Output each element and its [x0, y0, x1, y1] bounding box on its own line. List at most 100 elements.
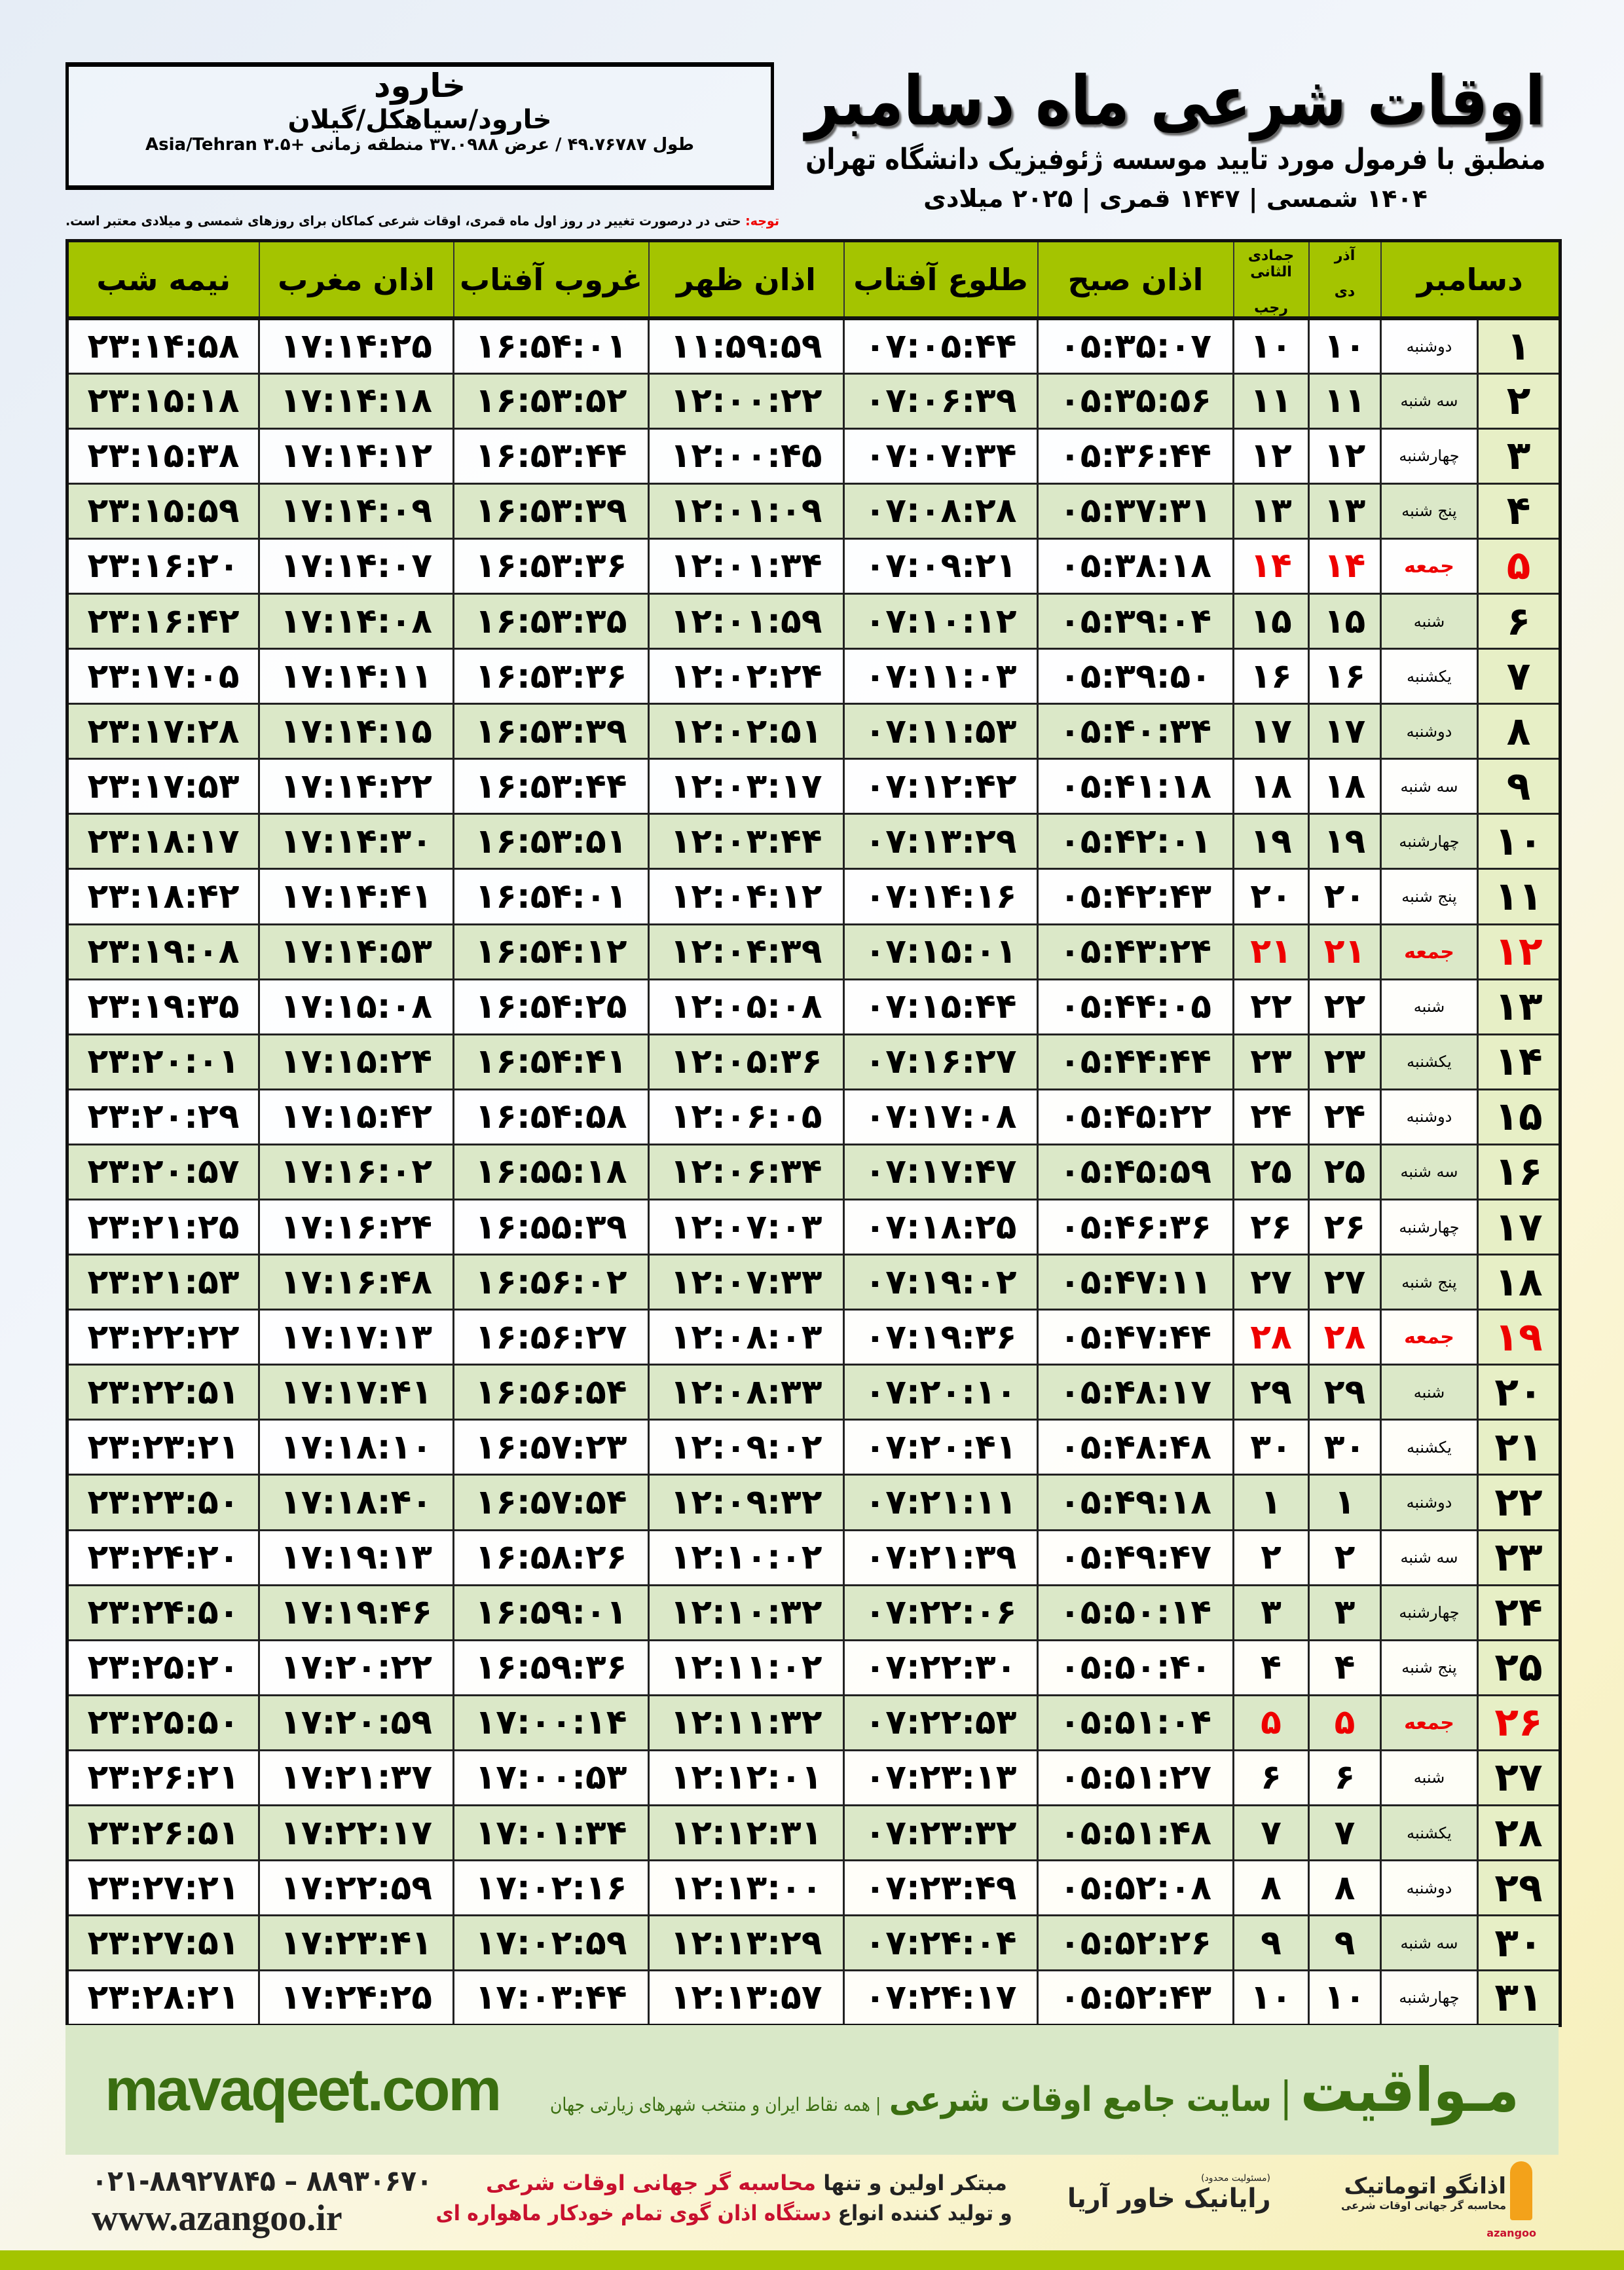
location-region: خارود/سیاهکل/گیلان	[287, 105, 552, 135]
sunrise-time: ۰۷:۲۴:۱۷	[843, 1969, 1039, 2027]
midnight-time: ۲۳:۱۵:۵۹	[66, 482, 260, 540]
col-qamari-bottom: رجب	[1254, 300, 1288, 316]
fajr-time: ۰۵:۴۸:۱۷	[1037, 1364, 1234, 1421]
phone-numbers: ۰۲۱-۸۸۹۲۷۸۴۵ – ۸۸۹۳۰۶۷۰	[92, 2165, 433, 2198]
sunset-time: ۱۶:۵۶:۵۴	[452, 1364, 650, 1421]
table-row: ۳۰ سه شنبه ۹ ۹ ۰۵:۵۲:۲۶ ۰۷:۲۴:۰۴ ۱۲:۱۳:۲۹ ۱۷:۰۲…	[66, 1914, 1561, 1972]
midnight-time: ۲۳:۲۵:۵۰	[66, 1694, 260, 1751]
table-row: ۹ سه شنبه ۱۸ ۱۸ ۰۵:۴۱:۱۸ ۰۷:۱۲:۴۲ ۱۲:۰۳:۱۷ ۱۶:۵…	[66, 758, 1561, 815]
table-row: ۵ جمعه ۱۴ ۱۴ ۰۵:۳۸:۱۸ ۰۷:۰۹:۲۱ ۱۲:۰۱:۳۴ ۱۶:۵۳:۳…	[66, 537, 1561, 595]
qamari-day: ۲۲	[1232, 978, 1310, 1035]
day-number: ۲	[1477, 372, 1561, 430]
qamari-day: ۸	[1232, 1859, 1310, 1917]
weekday: شنبه	[1380, 1364, 1479, 1421]
sunrise-time: ۰۷:۰۷:۳۴	[843, 427, 1039, 485]
fajr-time: ۰۵:۴۴:۰۵	[1037, 978, 1234, 1035]
website-link[interactable]: www.azangoo.ir	[92, 2198, 342, 2239]
maghrib-time: ۱۷:۲۲:۱۷	[258, 1804, 454, 1862]
logo1-tag: (مسئولیت محدود)	[1201, 2173, 1270, 2184]
table-row: ۱ دوشنبه ۱۰ ۱۰ ۰۵:۳۵:۰۷ ۰۷:۰۵:۴۴ ۱۱:۵۹:۵۹ ۱۶:۵۴…	[66, 317, 1561, 375]
qamari-day: ۳	[1232, 1584, 1310, 1641]
table-row: ۲۸ یکشنبه ۷ ۷ ۰۵:۵۱:۴۸ ۰۷:۲۳:۳۲ ۱۲:۱۲:۳۱ ۱۷:۰۱:…	[66, 1804, 1561, 1862]
midnight-time: ۲۳:۲۰:۰۱	[66, 1033, 260, 1090]
day-number: ۱۴	[1477, 1033, 1561, 1090]
sunset-time: ۱۶:۵۴:۴۱	[452, 1033, 650, 1090]
shamsi-day: ۹	[1308, 1914, 1382, 1972]
sunrise-time: ۰۷:۱۵:۴۴	[843, 978, 1039, 1035]
shamsi-day: ۱۲	[1308, 427, 1382, 485]
sunrise-time: ۰۷:۲۳:۱۳	[843, 1749, 1039, 1807]
table-row: ۲ سه شنبه ۱۱ ۱۱ ۰۵:۳۵:۵۶ ۰۷:۰۶:۳۹ ۱۲:۰۰:۲۲ ۱۶:۵…	[66, 372, 1561, 430]
location-coords: طول ۴۹.۷۶۷۸۷ / عرض ۳۷.۰۹۸۸ منطقه زمانی +…	[145, 135, 694, 155]
qamari-day: ۹	[1232, 1914, 1310, 1972]
dhuhr-time: ۱۲:۰۸:۰۳	[648, 1309, 845, 1366]
day-number: ۱۷	[1477, 1198, 1561, 1256]
midnight-time: ۲۳:۱۷:۰۵	[66, 648, 260, 705]
rayanik-logo: (مسئولیت محدود) رایانیک خاور آریا	[1067, 2173, 1270, 2214]
qamari-day: ۲۴	[1232, 1088, 1310, 1145]
midnight-time: ۲۳:۱۷:۲۸	[66, 703, 260, 760]
qamari-day: ۱۴	[1232, 537, 1310, 595]
sunrise-time: ۰۷:۱۰:۱۲	[843, 592, 1039, 650]
midnight-time: ۲۳:۲۳:۵۰	[66, 1474, 260, 1531]
qamari-day: ۱۶	[1232, 648, 1310, 705]
sunset-time: ۱۶:۵۵:۳۹	[452, 1198, 650, 1256]
day-number: ۱۳	[1477, 978, 1561, 1035]
table-row: ۸ دوشنبه ۱۷ ۱۷ ۰۵:۴۰:۳۴ ۰۷:۱۱:۵۳ ۱۲:۰۲:۵۱ ۱۶:۵۳…	[66, 703, 1561, 760]
shamsi-day: ۱۹	[1308, 813, 1382, 870]
maghrib-time: ۱۷:۱۴:۱۱	[258, 648, 454, 705]
sunset-time: ۱۶:۵۳:۵۱	[452, 813, 650, 870]
table-row: ۴ پنج شنبه ۱۳ ۱۳ ۰۵:۳۷:۳۱ ۰۷:۰۸:۲۸ ۱۲:۰۱:۰۹ ۱۶:…	[66, 482, 1561, 540]
weekday: سه شنبه	[1380, 1143, 1479, 1201]
maghrib-time: ۱۷:۱۶:۰۲	[258, 1143, 454, 1201]
fajr-time: ۰۵:۵۱:۴۸	[1037, 1804, 1234, 1862]
note-text: حتی در درصورت تغییر در روز اول ماه قمری،…	[65, 213, 746, 229]
shamsi-day: ۱۵	[1308, 592, 1382, 650]
dhuhr-time: ۱۲:۰۲:۵۱	[648, 703, 845, 760]
sunset-time: ۱۶:۵۶:۲۷	[452, 1309, 650, 1366]
qamari-day: ۶	[1232, 1749, 1310, 1807]
col-midnight: نیمه شب	[66, 240, 260, 320]
maghrib-time: ۱۷:۱۸:۴۰	[258, 1474, 454, 1531]
qamari-day: ۱۷	[1232, 703, 1310, 760]
table-row: ۲۶ جمعه ۵ ۵ ۰۵:۵۱:۰۴ ۰۷:۲۲:۵۳ ۱۲:۱۱:۳۲ ۱۷:۰۰:۱۴…	[66, 1694, 1561, 1751]
shamsi-day: ۳	[1308, 1584, 1382, 1641]
day-number: ۲۰	[1477, 1364, 1561, 1421]
midnight-time: ۲۳:۲۶:۵۱	[66, 1804, 260, 1862]
sunset-time: ۱۶:۵۳:۳۶	[452, 537, 650, 595]
maghrib-time: ۱۷:۱۴:۱۸	[258, 372, 454, 430]
brand-url-link[interactable]: mavaqeet.com	[105, 2056, 502, 2123]
midnight-time: ۲۳:۱۹:۳۵	[66, 978, 260, 1035]
maghrib-time: ۱۷:۲۰:۵۹	[258, 1694, 454, 1751]
sunrise-time: ۰۷:۱۱:۵۳	[843, 703, 1039, 760]
midnight-time: ۲۳:۲۳:۲۱	[66, 1419, 260, 1476]
shamsi-day: ۴	[1308, 1639, 1382, 1696]
day-number: ۱۱	[1477, 868, 1561, 925]
qamari-day: ۲۳	[1232, 1033, 1310, 1090]
weekday: دوشنبه	[1380, 1088, 1479, 1145]
midnight-time: ۲۳:۲۷:۲۱	[66, 1859, 260, 1917]
sunrise-time: ۰۷:۰۸:۲۸	[843, 482, 1039, 540]
sunrise-time: ۰۷:۱۵:۰۱	[843, 923, 1039, 980]
brand-logo: مـواقیت	[1300, 2055, 1519, 2125]
maghrib-time: ۱۷:۱۷:۱۳	[258, 1309, 454, 1366]
fajr-time: ۰۵:۴۸:۴۸	[1037, 1419, 1234, 1476]
qamari-day: ۲۰	[1232, 868, 1310, 925]
shamsi-day: ۳۰	[1308, 1419, 1382, 1476]
maghrib-time: ۱۷:۱۴:۱۲	[258, 427, 454, 485]
maghrib-time: ۱۷:۱۷:۴۱	[258, 1364, 454, 1421]
fajr-time: ۰۵:۴۹:۴۷	[1037, 1529, 1234, 1586]
day-number: ۱	[1477, 317, 1561, 375]
maghrib-time: ۱۷:۱۵:۴۲	[258, 1088, 454, 1145]
logo2-name: اذانگو اتوماتیک	[1344, 2173, 1506, 2199]
maghrib-time: ۱۷:۱۶:۴۸	[258, 1254, 454, 1311]
sunset-time: ۱۶:۵۵:۱۸	[452, 1143, 650, 1201]
dhuhr-time: ۱۲:۰۴:۳۹	[648, 923, 845, 980]
sunset-time: ۱۶:۵۷:۲۳	[452, 1419, 650, 1476]
note: توجه: حتی در درصورت تغییر در روز اول ماه…	[65, 213, 779, 229]
day-number: ۷	[1477, 648, 1561, 705]
day-number: ۲۸	[1477, 1804, 1561, 1862]
fajr-time: ۰۵:۳۸:۱۸	[1037, 537, 1234, 595]
shamsi-day: ۱۳	[1308, 482, 1382, 540]
weekday: پنج شنبه	[1380, 1254, 1479, 1311]
